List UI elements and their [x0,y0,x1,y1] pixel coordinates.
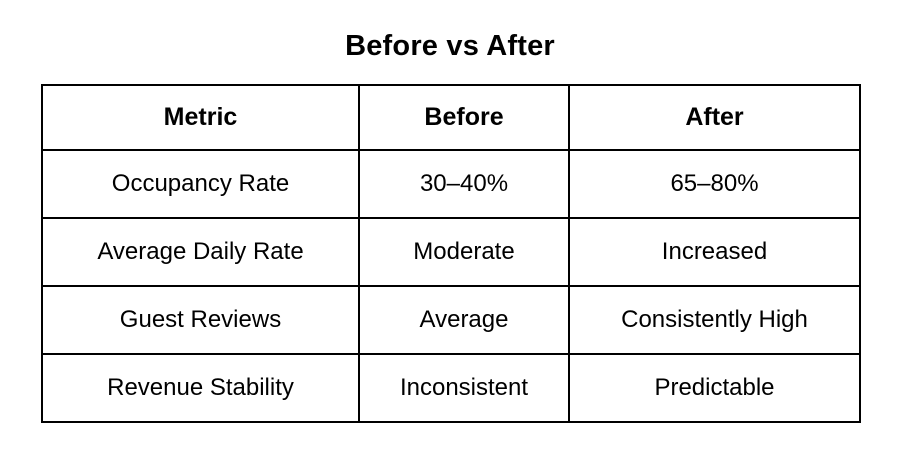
before-cell: Average [358,285,570,355]
column-header-before: Before [358,84,570,151]
after-cell: 65–80% [568,149,861,219]
comparison-table: Metric Before After Occupancy Rate 30–40… [41,84,861,423]
table-row: Guest Reviews Average Consistently High [41,285,861,355]
after-cell: Consistently High [568,285,861,355]
column-header-after: After [568,84,861,151]
table-row: Occupancy Rate 30–40% 65–80% [41,149,861,219]
page-title: Before vs After [345,30,555,62]
metric-cell: Guest Reviews [41,285,360,355]
before-cell: Inconsistent [358,353,570,423]
after-cell: Predictable [568,353,861,423]
table-row: Revenue Stability Inconsistent Predictab… [41,353,861,423]
before-cell: Moderate [358,217,570,287]
before-cell: 30–40% [358,149,570,219]
table-row: Average Daily Rate Moderate Increased [41,217,861,287]
table-header-row: Metric Before After [41,84,861,151]
metric-cell: Revenue Stability [41,353,360,423]
column-header-metric: Metric [41,84,360,151]
after-cell: Increased [568,217,861,287]
metric-cell: Occupancy Rate [41,149,360,219]
metric-cell: Average Daily Rate [41,217,360,287]
